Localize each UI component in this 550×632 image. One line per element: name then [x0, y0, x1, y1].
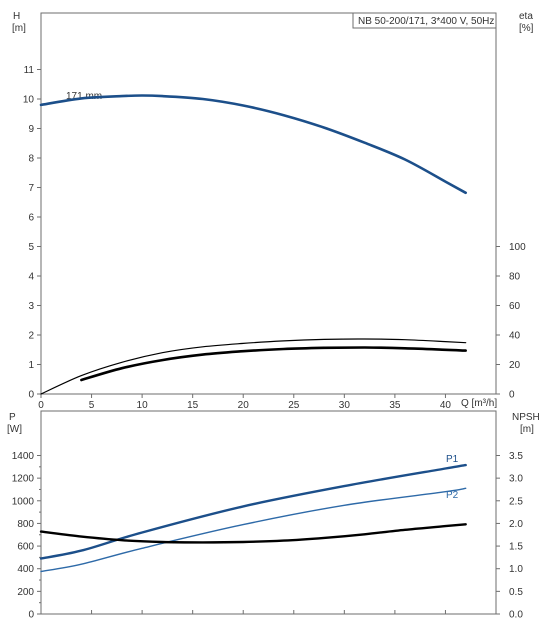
- bottom-panel-frame: [40, 410, 497, 615]
- top-panel-frame: [40, 12, 497, 395]
- p-tick-label: 1200: [12, 474, 35, 485]
- power-axis-unit: [W]: [7, 424, 22, 435]
- head-axis-unit: [m]: [12, 23, 26, 34]
- eta-tick-label: 20: [509, 360, 521, 371]
- h-tick-label: 5: [28, 242, 34, 253]
- efficiency-curve-pump: [40, 338, 467, 395]
- axis-ticks: 0 5 10 15 20 25 30 35 40012345678910110204060801…: [12, 65, 526, 621]
- npsh-axis-label: NPSH: [512, 412, 540, 423]
- p1-curve-label: P1: [446, 454, 459, 465]
- npsh-tick-label: 3.0: [509, 474, 523, 485]
- p-tick-label: 1000: [12, 496, 35, 507]
- x-tick-label: 0: [38, 400, 44, 411]
- x-tick-label: 30: [339, 400, 351, 411]
- chart-title: NB 50-200/171, 3*400 V, 50Hz: [358, 16, 494, 27]
- x-tick-label: 10: [137, 400, 149, 411]
- h-tick-label: 0: [28, 390, 34, 401]
- npsh-tick-label: 2.5: [509, 496, 523, 507]
- eta-tick-label: 100: [509, 242, 526, 253]
- flow-axis-label: Q [m³/h]: [461, 398, 497, 409]
- p-tick-label: 200: [17, 587, 34, 598]
- npsh-tick-label: 2.0: [509, 519, 523, 530]
- p-tick-label: 0: [28, 610, 34, 621]
- eta-axis-label: eta: [519, 11, 533, 22]
- power-curve-p2: [40, 487, 467, 573]
- p-tick-label: 1400: [12, 451, 35, 462]
- power-axis-label: P: [9, 412, 16, 423]
- x-tick-label: 40: [440, 400, 452, 411]
- head-axis-label: H: [13, 11, 20, 22]
- power-curve-p1: [39, 463, 467, 560]
- h-tick-label: 11: [24, 65, 35, 76]
- npsh-tick-label: 0.5: [509, 587, 523, 598]
- h-tick-label: 3: [28, 301, 34, 312]
- h-tick-label: 8: [28, 154, 34, 165]
- x-tick-label: 5: [89, 400, 95, 411]
- head-curve-171mm: [39, 94, 467, 195]
- x-tick-label: 20: [238, 400, 250, 411]
- p-tick-label: 400: [17, 564, 34, 575]
- h-tick-label: 1: [28, 360, 34, 371]
- npsh-tick-label: 1.5: [509, 542, 523, 553]
- npsh-tick-label: 3.5: [509, 451, 523, 462]
- title-box: [352, 12, 497, 29]
- p-tick-label: 800: [17, 519, 34, 530]
- curves: [39, 94, 467, 573]
- p2-curve-label: P2: [446, 490, 459, 501]
- h-tick-label: 2: [28, 331, 34, 342]
- h-tick-label: 7: [28, 183, 34, 194]
- eta-tick-label: 60: [509, 301, 521, 312]
- eta-tick-label: 80: [509, 272, 521, 283]
- x-tick-label: 15: [187, 400, 199, 411]
- h-tick-label: 10: [23, 95, 35, 106]
- x-tick-label: 35: [389, 400, 401, 411]
- h-tick-label: 4: [28, 272, 34, 283]
- npsh-tick-label: 1.0: [509, 564, 523, 575]
- h-tick-label: 9: [28, 124, 34, 135]
- eta-tick-label: 0: [509, 390, 515, 401]
- eta-tick-label: 40: [509, 331, 521, 342]
- p-tick-label: 600: [17, 542, 34, 553]
- impeller-diameter-label: 171 mm: [66, 91, 102, 102]
- npsh-curve: [39, 523, 467, 544]
- npsh-axis-unit: [m]: [520, 424, 534, 435]
- npsh-tick-label: 0.0: [509, 610, 523, 621]
- efficiency-curve-total: [80, 346, 467, 382]
- h-tick-label: 6: [28, 213, 34, 224]
- eta-axis-unit: [%]: [519, 23, 534, 34]
- x-tick-label: 25: [288, 400, 300, 411]
